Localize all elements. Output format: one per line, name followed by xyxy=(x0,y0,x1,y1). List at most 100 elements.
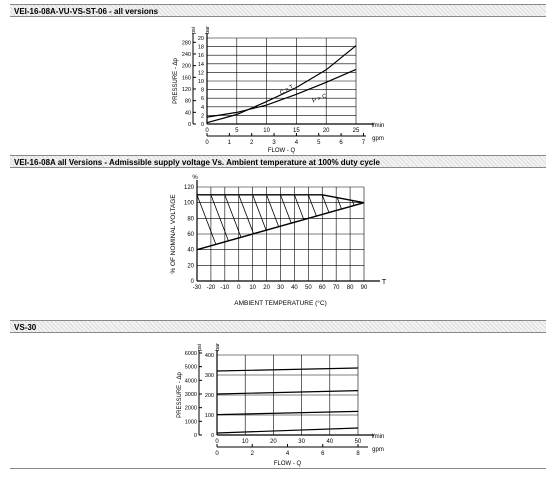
secondary-x-tick-label: 7 xyxy=(362,140,366,146)
x-axis-title: AMBIENT TEMPERATURE (°C) xyxy=(234,299,327,307)
y-axis-title: PRESSURE - Δp xyxy=(177,371,183,417)
hatch-line xyxy=(280,194,302,250)
hatch-line xyxy=(307,194,330,250)
y-tick-label: 60 xyxy=(187,232,194,238)
hatch-line xyxy=(378,195,399,250)
curve-c-to-t xyxy=(206,45,357,124)
secondary-y-tick-label: 4000 xyxy=(185,378,197,384)
secondary-y-tick-label: 5000 xyxy=(185,365,197,371)
secondary-y-tick-label: 160 xyxy=(182,75,191,81)
y-tick-label: 10 xyxy=(198,79,204,85)
y-axis-title: PRESSURE - Δp xyxy=(173,57,179,103)
secondary-y-tick-label: 1000 xyxy=(185,419,197,425)
secondary-y-tick-label: 2000 xyxy=(185,406,197,412)
x-tick-label: 0 xyxy=(237,285,241,291)
secondary-x-tick-label: 8 xyxy=(356,451,360,457)
y-tick-label: 12 xyxy=(198,70,204,76)
pressure-line-4 xyxy=(216,427,359,434)
x-tick-label: 50 xyxy=(355,439,362,445)
upper-boundary xyxy=(197,194,365,204)
secondary-x-tick-label: 5 xyxy=(317,140,321,146)
y-tick-label: 8 xyxy=(201,88,204,94)
section-header-3: VS-30 xyxy=(10,320,546,333)
y-tick-label: 20 xyxy=(187,263,194,269)
y-tick-label: 300 xyxy=(205,373,214,379)
x-tick-label: 20 xyxy=(263,285,270,291)
x-tick-label: 60 xyxy=(319,285,326,291)
hatch-line xyxy=(197,194,219,250)
secondary-y-tick-label: 6000 xyxy=(185,351,197,357)
secondary-x-tick-label: 2 xyxy=(251,451,255,457)
y-tick-label: 0 xyxy=(191,279,195,285)
x-tick-label: 20 xyxy=(270,439,277,445)
secondary-x-tick-label: 3 xyxy=(272,140,276,146)
y-unit-label: bar xyxy=(215,343,221,351)
secondary-x-tick-label: 4 xyxy=(286,451,290,457)
hatch-line xyxy=(294,194,316,250)
secondary-y-tick-label: 80 xyxy=(185,99,191,105)
lower-boundary xyxy=(196,201,365,251)
hatch-line xyxy=(321,194,344,250)
curve-label-p-to-c: P > C xyxy=(312,93,329,104)
y-unit-label: % xyxy=(192,175,198,181)
x-tick-label: 10 xyxy=(242,439,249,445)
hatch-line xyxy=(335,194,358,250)
y-tick-label: 200 xyxy=(205,393,214,399)
x-tick-label: 30 xyxy=(298,439,305,445)
x-tick-label: 40 xyxy=(291,285,298,291)
x-tick-label: 10 xyxy=(249,285,256,291)
x-tick-label: 50 xyxy=(305,285,312,291)
hatch-line xyxy=(252,194,274,250)
y-tick-label: 14 xyxy=(198,62,204,68)
y-tick-label: 400 xyxy=(205,353,214,359)
secondary-y-tick-label: 40 xyxy=(185,110,191,116)
y-tick-label: 120 xyxy=(184,185,195,191)
bottom-divider xyxy=(10,468,546,469)
x-tick-label: 0 xyxy=(215,439,219,445)
x-unit-label: l/min xyxy=(372,123,385,129)
y-tick-label: 6 xyxy=(201,96,204,102)
secondary-y-tick-label: 240 xyxy=(182,52,191,58)
x-unit-secondary-label: gpm xyxy=(372,447,384,453)
y-tick-label: 4 xyxy=(201,105,204,111)
hatch-line xyxy=(238,194,260,250)
x-unit-secondary-label: gpm xyxy=(372,136,384,142)
secondary-x-tick-label: 0 xyxy=(215,451,219,457)
x-tick-label: 90 xyxy=(361,285,368,291)
curve-label-c-to-t: C > T xyxy=(279,84,295,96)
y-axis-title: % OF NOMINAL VOLTAGE xyxy=(170,194,177,274)
y-unit-label: bar xyxy=(205,26,211,34)
x-tick-label: 25 xyxy=(353,128,360,134)
y-tick-label: 100 xyxy=(205,413,214,419)
x-tick-label: 10 xyxy=(263,128,270,134)
y-tick-label: 80 xyxy=(187,216,194,222)
secondary-y-tick-label: 200 xyxy=(182,64,191,70)
x-unit-label: T xyxy=(382,279,387,286)
section-header-1: VEI-16-08A-VU-VS-ST-06 - all versions xyxy=(10,4,546,17)
secondary-x-tick-label: 0 xyxy=(205,140,209,146)
y-tick-label: 2 xyxy=(201,113,204,119)
secondary-y-tick-label: 0 xyxy=(194,433,197,439)
secondary-y-tick-label: 3000 xyxy=(185,392,197,398)
x-axis-title: FLOW - Q xyxy=(268,148,296,154)
x-tick-label: 40 xyxy=(326,439,333,445)
x-tick-label: 20 xyxy=(323,128,330,134)
x-unit-label: l/min xyxy=(372,434,385,440)
y-tick-label: 20 xyxy=(198,36,204,42)
y-unit-secondary-label: psi xyxy=(191,27,197,34)
y-tick-label: 40 xyxy=(187,248,194,254)
secondary-x-tick-label: 4 xyxy=(295,140,299,146)
secondary-y-tick-label: 280 xyxy=(182,40,191,46)
y-tick-label: 100 xyxy=(184,201,195,207)
pressure-line-1 xyxy=(216,367,359,372)
hatch-line xyxy=(266,194,288,250)
pressure-line-2 xyxy=(216,390,359,395)
secondary-y-tick-label: 0 xyxy=(188,122,191,128)
pressure-line-3 xyxy=(216,410,359,416)
y-unit-secondary-label: psi xyxy=(197,344,203,351)
y-tick-label: 16 xyxy=(198,53,204,59)
section-header-2: VEI-16-08A all Versions - Admissible sup… xyxy=(10,155,546,168)
x-tick-label: -20 xyxy=(207,285,216,291)
x-tick-label: 70 xyxy=(333,285,340,291)
